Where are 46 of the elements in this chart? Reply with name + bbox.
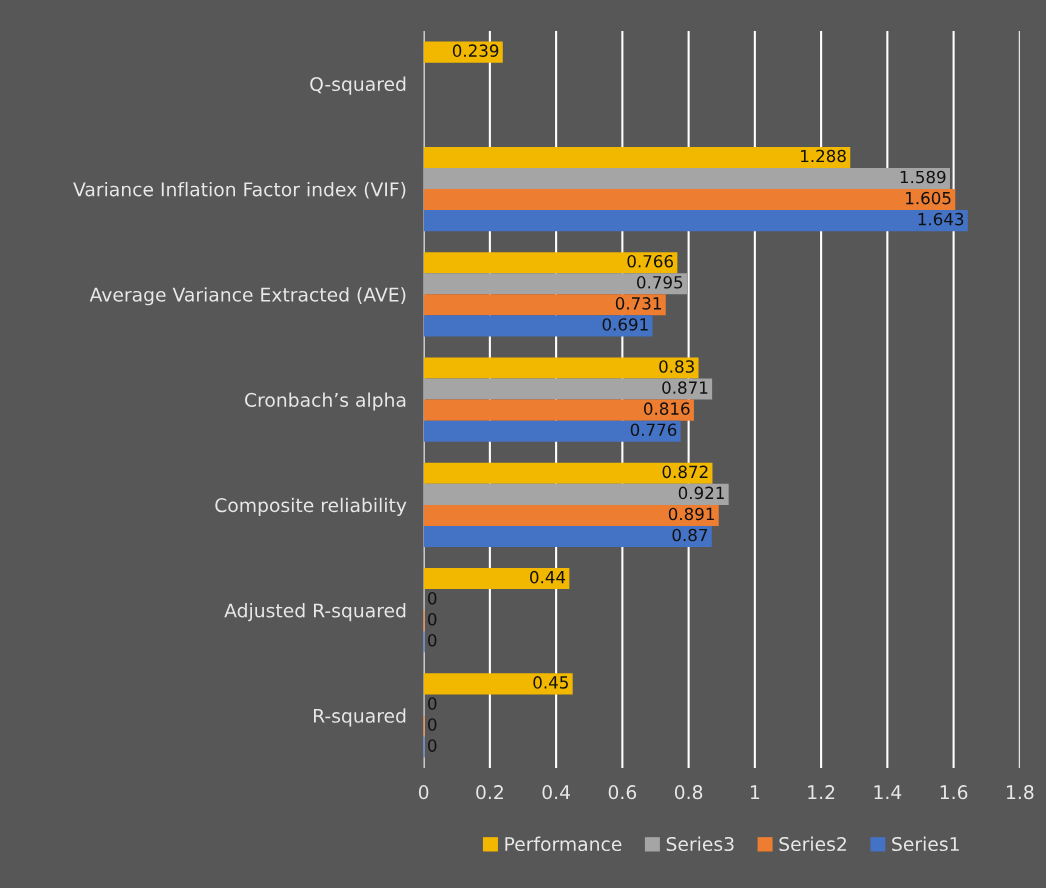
data-label: 0: [428, 612, 437, 626]
x-tick-label: 0.2: [476, 785, 503, 800]
data-label: 0: [428, 591, 437, 605]
y-tick-label: Average Variance Extracted (AVE): [89, 287, 406, 306]
y-tick-label: Adjusted R-squared: [224, 603, 406, 622]
x-tick-label: 0.4: [542, 785, 570, 800]
y-tick-label: Variance Inflation Factor index (VIF): [73, 181, 406, 199]
x-tick-label: 1.8: [1007, 785, 1034, 800]
data-label: 0: [428, 634, 437, 647]
x-tick-label: 1.6: [940, 785, 968, 800]
data-label: 0.45: [533, 676, 568, 689]
data-label: 1.288: [801, 149, 846, 163]
data-label: 1.589: [900, 170, 946, 184]
data-label: 0.766: [627, 254, 673, 268]
legend-label: Series3: [666, 836, 734, 852]
data-label: 0: [428, 697, 437, 710]
data-label: 0.83: [659, 360, 694, 373]
x-tick-label: 1.4: [874, 785, 902, 800]
data-label: 0: [428, 718, 437, 731]
x-tick-label: 1.2: [808, 785, 835, 800]
data-label: 0.795: [637, 276, 683, 289]
legend-label: Performance: [505, 836, 622, 852]
x-tick-label: 0: [418, 785, 429, 800]
legend-label: Series1: [892, 836, 959, 852]
data-label: 0.921: [678, 486, 724, 500]
y-tick-label: Q-squared: [310, 76, 406, 95]
x-tick-label: 0.6: [608, 785, 637, 800]
data-label: 0.731: [615, 297, 661, 310]
x-tick-label: 1: [750, 785, 760, 800]
data-label: 0.816: [643, 402, 690, 415]
data-label: 0: [428, 739, 437, 752]
data-label: 0.239: [452, 44, 499, 57]
data-label: 0.87: [672, 528, 708, 542]
data-label: 0.776: [630, 423, 677, 437]
data-label: 0.871: [662, 381, 708, 394]
data-label: 0.872: [662, 465, 708, 479]
data-label: 0.44: [530, 570, 566, 584]
data-label: 1.605: [906, 191, 951, 205]
y-tick-label: R-squared: [313, 708, 406, 727]
data-label: 0.891: [668, 507, 714, 521]
x-tick-label: 0.8: [674, 785, 703, 800]
legend-label: Series2: [779, 836, 846, 852]
data-label: 1.643: [918, 212, 964, 226]
y-tick-label: Composite reliability: [215, 497, 407, 516]
y-tick-label: Cronbach’s alpha: [245, 392, 406, 411]
data-label: 0.691: [602, 318, 648, 331]
